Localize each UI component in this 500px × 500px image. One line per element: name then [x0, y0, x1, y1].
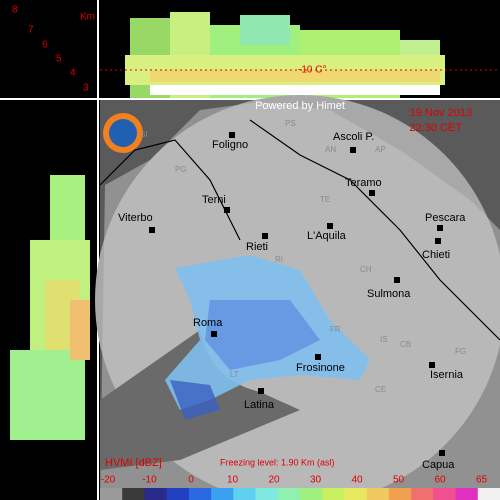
- city-marker: [327, 223, 333, 229]
- city-marker: [258, 388, 264, 394]
- city-marker: [369, 190, 375, 196]
- scale-swatch: [166, 488, 190, 500]
- city-label: Roma: [193, 317, 223, 329]
- scale-label: 40: [351, 475, 363, 486]
- province-code: FR: [330, 325, 341, 334]
- city-marker: [229, 132, 235, 138]
- scale-swatch: [344, 488, 368, 500]
- scale-swatch: [366, 488, 390, 500]
- province-code: IS: [380, 335, 388, 344]
- city-marker: [149, 227, 155, 233]
- scale-label: 30: [310, 475, 322, 486]
- scale-swatch: [322, 488, 345, 500]
- scale-swatch: [211, 488, 234, 500]
- height-level: 7: [28, 25, 34, 36]
- city-marker: [429, 362, 435, 368]
- scale-label: 0: [188, 475, 194, 486]
- height-unit: Km: [80, 12, 95, 23]
- scale-swatch: [188, 488, 212, 500]
- scale-label: -10: [142, 475, 157, 486]
- scale-swatch: [433, 488, 457, 500]
- scale-swatch: [233, 488, 257, 500]
- scale-swatch: [277, 488, 301, 500]
- city-marker: [350, 147, 356, 153]
- city-label: Teramo: [345, 177, 382, 189]
- scale-swatch: [300, 488, 323, 500]
- date: 19 Nov 2013: [410, 107, 472, 119]
- city-label: Frosinone: [296, 362, 345, 374]
- city-label: Latina: [244, 399, 275, 411]
- city-label: L'Aquila: [307, 230, 347, 242]
- scale-swatch: [455, 488, 479, 500]
- time: 22:30 CET: [409, 122, 462, 134]
- city-label: Capua: [422, 459, 455, 471]
- province-code: FG: [455, 347, 466, 356]
- province-code: LT: [230, 370, 239, 379]
- scale-label: 65: [476, 475, 488, 486]
- scale-swatch: [144, 488, 168, 500]
- city-marker: [437, 225, 443, 231]
- city-marker: [394, 277, 400, 283]
- city-marker: [211, 331, 217, 337]
- city-marker: [439, 450, 445, 456]
- city-label: Chieti: [422, 249, 450, 261]
- province-code: PG: [175, 165, 187, 174]
- province-code: RI: [275, 255, 283, 264]
- left-profile: [10, 175, 90, 440]
- height-level: 6: [42, 40, 48, 51]
- province-code: AN: [325, 145, 336, 154]
- province-code: AP: [375, 145, 386, 154]
- city-marker: [435, 238, 441, 244]
- scale-label: 50: [393, 475, 405, 486]
- city-label: Foligno: [212, 139, 248, 151]
- scale-label: 20: [268, 475, 280, 486]
- scale-swatch: [122, 488, 145, 500]
- city-marker: [224, 207, 230, 213]
- city-marker: [262, 233, 268, 239]
- freezing-level: Freezing level: 1.90 Km (asl): [220, 457, 335, 467]
- province-code: TE: [320, 195, 330, 204]
- province-code: CB: [400, 340, 411, 349]
- map: [95, 95, 500, 500]
- height-level: 3: [83, 83, 89, 94]
- province-code: PS: [285, 119, 296, 128]
- scale-swatch: [255, 488, 279, 500]
- scale-swatch: [100, 488, 123, 500]
- city-label: Terni: [202, 194, 226, 206]
- scale-swatch: [411, 488, 434, 500]
- province-code: CH: [360, 265, 372, 274]
- city-label: Viterbo: [118, 212, 153, 224]
- height-level: 8: [12, 5, 18, 16]
- province-code: CE: [375, 385, 386, 394]
- city-label: Isernia: [430, 369, 464, 381]
- scale-label: 60: [434, 475, 446, 486]
- city-label: Pescara: [425, 212, 466, 224]
- height-level: 5: [56, 54, 62, 65]
- scale-swatch: [477, 488, 500, 500]
- scale-label: 10: [227, 475, 239, 486]
- credit: Powered by Himet: [255, 100, 345, 112]
- city-label: Sulmona: [367, 288, 411, 300]
- city-label: Ascoli P.: [333, 131, 374, 143]
- province-code: SI: [140, 130, 148, 139]
- height-level: 4: [70, 68, 76, 79]
- scale-label: -20: [101, 475, 116, 486]
- city-marker: [315, 354, 321, 360]
- top-profile: [100, 12, 500, 98]
- scale-swatch: [388, 488, 412, 500]
- isotherm-label: -10 C°: [298, 65, 326, 76]
- product-label: HVMI [dBZ]: [105, 457, 162, 469]
- city-label: Rieti: [246, 241, 268, 253]
